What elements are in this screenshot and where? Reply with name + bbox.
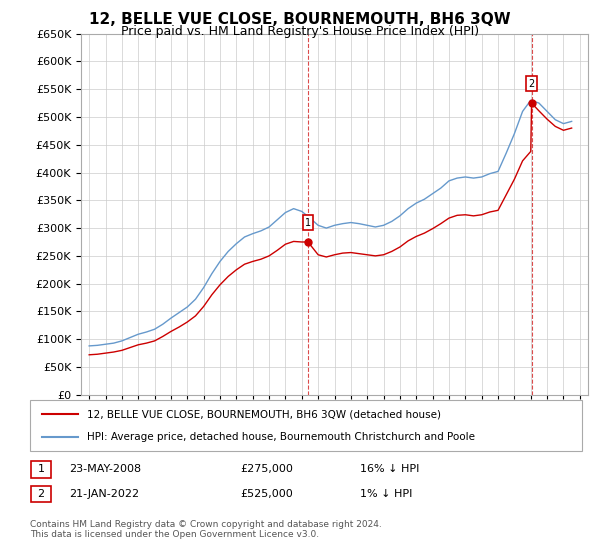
- Text: 1: 1: [38, 464, 44, 474]
- Text: 21-JAN-2022: 21-JAN-2022: [69, 489, 139, 499]
- Text: 16% ↓ HPI: 16% ↓ HPI: [360, 464, 419, 474]
- Text: £275,000: £275,000: [240, 464, 293, 474]
- Text: 23-MAY-2008: 23-MAY-2008: [69, 464, 141, 474]
- Text: 1% ↓ HPI: 1% ↓ HPI: [360, 489, 412, 499]
- Text: 2: 2: [38, 489, 44, 499]
- Text: Price paid vs. HM Land Registry's House Price Index (HPI): Price paid vs. HM Land Registry's House …: [121, 25, 479, 38]
- Text: HPI: Average price, detached house, Bournemouth Christchurch and Poole: HPI: Average price, detached house, Bour…: [87, 432, 475, 442]
- Text: 12, BELLE VUE CLOSE, BOURNEMOUTH, BH6 3QW: 12, BELLE VUE CLOSE, BOURNEMOUTH, BH6 3Q…: [89, 12, 511, 27]
- Text: Contains HM Land Registry data © Crown copyright and database right 2024.
This d: Contains HM Land Registry data © Crown c…: [30, 520, 382, 539]
- Text: £525,000: £525,000: [240, 489, 293, 499]
- Text: 1: 1: [305, 217, 311, 227]
- Text: 12, BELLE VUE CLOSE, BOURNEMOUTH, BH6 3QW (detached house): 12, BELLE VUE CLOSE, BOURNEMOUTH, BH6 3Q…: [87, 409, 441, 419]
- Text: 2: 2: [529, 78, 535, 88]
